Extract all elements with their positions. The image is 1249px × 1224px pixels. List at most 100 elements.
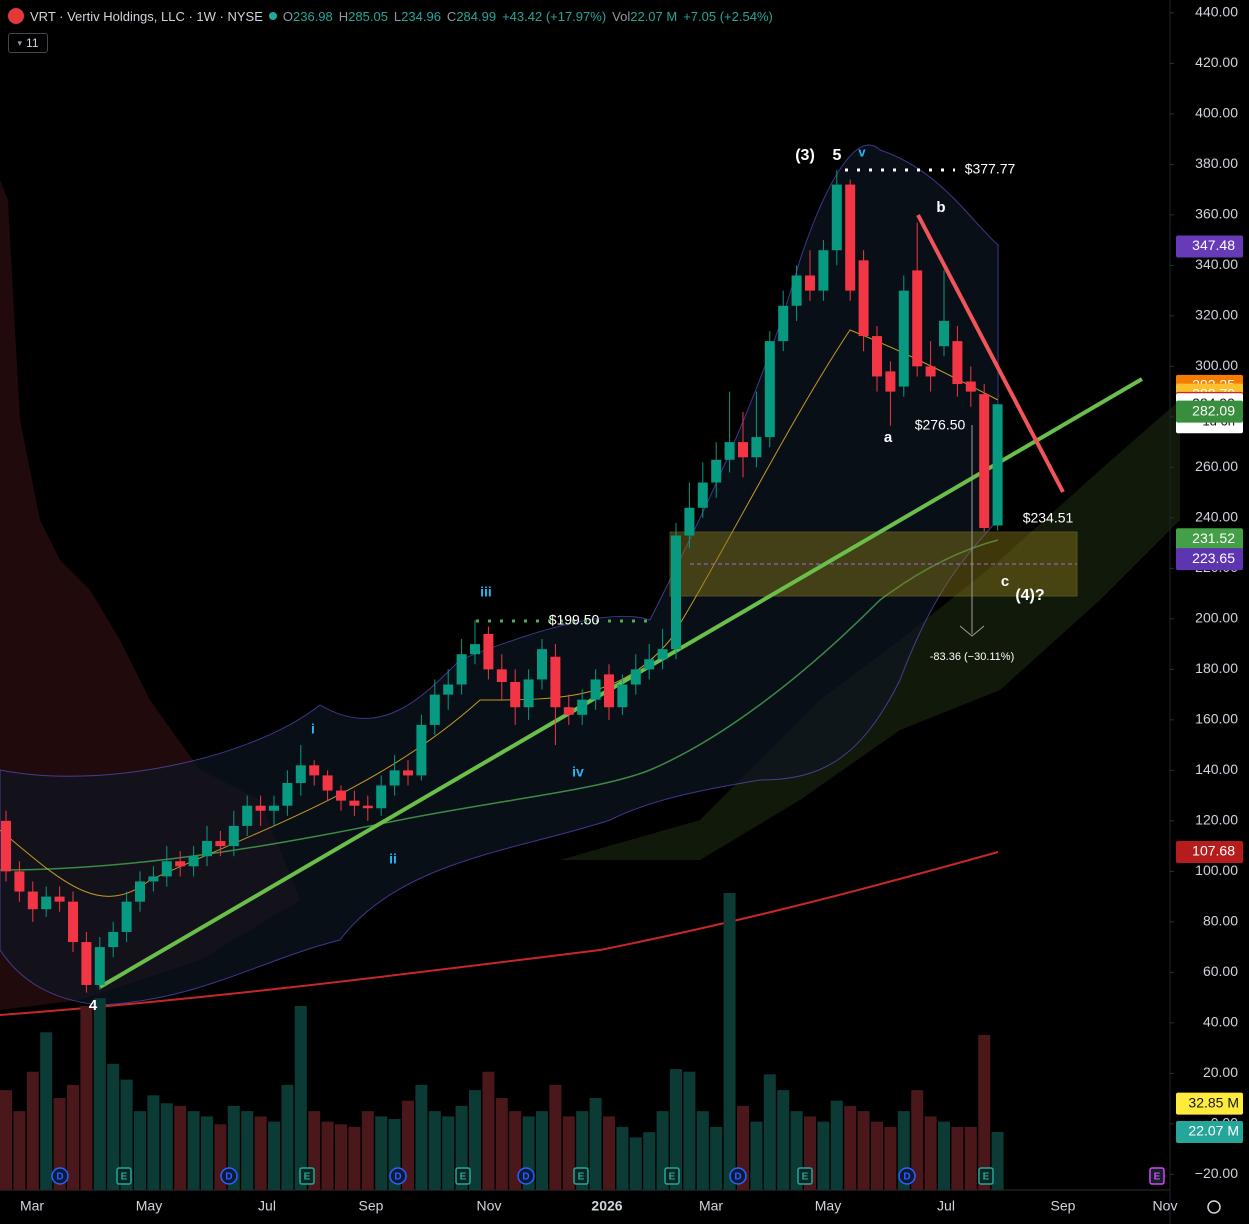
price-label: 107.68	[1192, 843, 1235, 859]
x-tick-label: Nov	[1153, 1198, 1178, 1214]
vol-label: Vol	[612, 8, 631, 24]
event-icon	[299, 1167, 315, 1185]
volume-bar	[696, 1111, 709, 1190]
candle-body	[671, 535, 681, 650]
volume-bar	[871, 1121, 883, 1190]
candle-body	[121, 901, 132, 932]
candle-body	[148, 876, 159, 882]
candle-body	[523, 679, 534, 708]
y-tick-label: 160.00	[1195, 711, 1238, 727]
candle-body	[1, 820, 11, 872]
volume-label-box	[1176, 1092, 1243, 1115]
candle-body	[979, 394, 990, 528]
annotation: $234.51	[1023, 510, 1074, 526]
event-label: E	[304, 1172, 311, 1183]
y-tick-label: 300.00	[1195, 357, 1238, 373]
candle-body	[510, 681, 521, 708]
low-label: L	[393, 8, 402, 24]
candle-body	[684, 507, 695, 536]
volume-bar	[817, 1121, 830, 1190]
event-label: E	[578, 1172, 585, 1183]
candle-body	[845, 184, 856, 291]
volume-bar	[536, 1111, 548, 1190]
candle-body	[255, 805, 266, 811]
event-label: D	[394, 1172, 401, 1183]
x-tick-label: Mar	[20, 1198, 44, 1214]
volume-bar	[268, 1121, 280, 1190]
high-label: H	[338, 8, 349, 24]
open-value: 236.98	[293, 8, 333, 24]
volume-bar	[616, 1126, 629, 1190]
event-icon	[455, 1167, 471, 1185]
volume-bar	[107, 1063, 120, 1190]
y-tick-label: 40.00	[1203, 1014, 1238, 1030]
y-tick-label: 420.00	[1195, 54, 1238, 70]
candle-body	[108, 931, 119, 948]
volume-bar	[120, 1079, 133, 1190]
volume-bar	[991, 1131, 1004, 1190]
volume-bar	[321, 1121, 334, 1190]
candle-body	[41, 896, 52, 910]
trendline-up	[98, 377, 1144, 989]
event-label: D	[225, 1172, 232, 1183]
event-icon	[1149, 1167, 1165, 1185]
candle-body	[791, 275, 802, 306]
volume-bar	[26, 1071, 39, 1190]
candle-body	[68, 901, 78, 943]
volume-bar	[361, 1111, 374, 1190]
annotation: $276.50	[915, 417, 966, 433]
candle-body	[295, 765, 306, 783]
annotation: c	[1001, 573, 1009, 590]
candle-body	[751, 437, 762, 458]
vol-change: +7.05 (+2.54%)	[683, 8, 773, 24]
volume-bar	[0, 1090, 12, 1190]
candle-body	[215, 841, 226, 847]
candle-body	[188, 856, 199, 867]
candle-body	[282, 782, 293, 806]
candle-body	[429, 694, 440, 725]
high-value: 285.05	[348, 8, 388, 24]
volume-bar	[844, 1105, 857, 1190]
candle-body	[617, 684, 628, 708]
annotation: (3)	[795, 147, 815, 164]
volume-bar	[201, 1116, 213, 1190]
event-label: E	[121, 1172, 128, 1183]
candle-body	[309, 765, 320, 776]
y-tick-label: 100.00	[1195, 862, 1238, 878]
volume-bar	[951, 1126, 964, 1190]
candle-body	[697, 482, 708, 508]
indicators-toggle[interactable]: ▾ 11	[8, 33, 48, 53]
change: +43.42 (+17.97%)	[502, 8, 607, 24]
event-icon	[389, 1167, 407, 1185]
candle-body	[376, 785, 387, 809]
candle-body	[443, 684, 454, 695]
candle-body	[764, 341, 775, 438]
volume-bar	[683, 1071, 696, 1190]
volume-bar	[335, 1124, 347, 1190]
moving-average-200	[0, 851, 999, 1016]
close-label: C	[446, 8, 457, 24]
candle-body	[322, 775, 333, 791]
vol-value: 22.07 M	[630, 8, 678, 24]
event-label: D	[56, 1172, 63, 1183]
event-icon	[729, 1167, 747, 1185]
price-label-box	[1176, 235, 1243, 258]
y-tick-label: 260.00	[1195, 458, 1238, 474]
price-label-box	[1176, 548, 1243, 571]
event-icon	[978, 1167, 994, 1185]
event-icon	[573, 1167, 589, 1185]
volume-bar	[763, 1074, 776, 1190]
candle-body	[711, 459, 722, 483]
event-label: E	[802, 1172, 809, 1183]
volume-bar	[830, 1100, 843, 1190]
candle-body	[858, 260, 869, 337]
candle-body	[403, 770, 413, 776]
candle-body	[537, 649, 547, 680]
price-label-box	[1176, 528, 1243, 551]
volume-bar	[938, 1121, 950, 1190]
settings-icon	[1207, 1200, 1221, 1214]
volume-bar	[375, 1116, 388, 1190]
candle-body	[912, 270, 923, 367]
candle-body	[81, 942, 92, 985]
